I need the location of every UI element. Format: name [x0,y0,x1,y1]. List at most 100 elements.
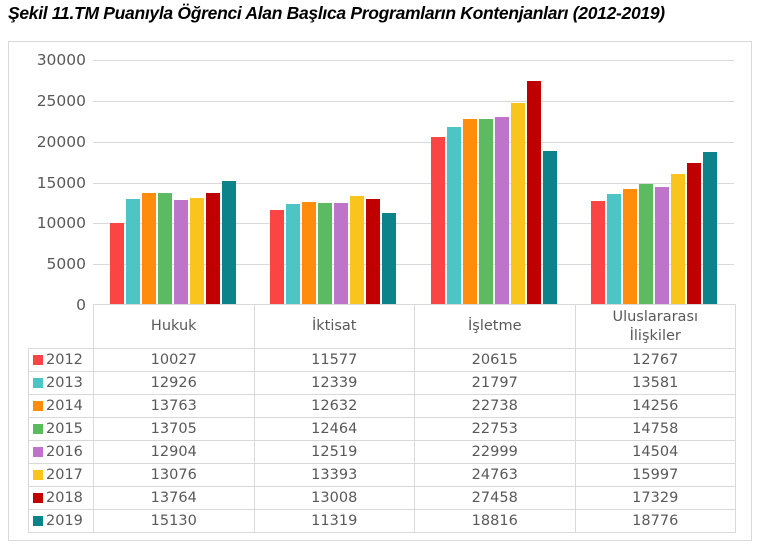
bar [222,181,236,305]
bar [511,103,525,305]
year-label: 2015 [46,421,83,437]
gridline [93,101,734,102]
year-label: 2019 [46,513,83,529]
bar [366,199,380,305]
year-cell: 2017 [28,463,94,487]
value-cell: 12464 [253,417,415,441]
bar [639,184,653,305]
legend-swatch [33,401,43,411]
column-header: İktisat [253,304,415,349]
data-table: Hukuk İktisat İşletme Uluslararası İlişkile… [28,304,736,533]
value-cell: 21797 [414,371,576,395]
year-label: 2014 [46,398,83,414]
year-cell: 2019 [28,509,94,533]
column-header: Hukuk [93,304,255,349]
gridline [93,183,734,184]
legend-swatch [33,355,43,365]
bar [447,127,461,305]
y-axis-label: 25000 [36,92,86,110]
bar [110,223,124,305]
value-cell: 12632 [253,394,415,418]
value-cell: 13764 [93,486,255,510]
year-label: 2018 [46,490,83,506]
gridline [93,60,734,61]
value-cell: 12519 [253,440,415,464]
plot-area [93,60,734,305]
year-label: 2012 [46,352,83,368]
value-cell: 13076 [93,463,255,487]
table-row: 2014 13763 12632 22738 14256 [28,394,736,418]
value-cell: 24763 [414,463,576,487]
bar [318,203,332,305]
bar [655,187,669,305]
legend-swatch [33,424,43,434]
bar [190,198,204,305]
bar [382,213,396,305]
value-cell: 17329 [574,486,736,510]
value-cell: 22999 [414,440,576,464]
column-header: Uluslararası İlişkiler [574,304,736,349]
y-axis-label: 5000 [46,255,86,273]
y-axis-label: 10000 [36,214,86,232]
year-cell: 2015 [28,417,94,441]
legend-swatch [33,378,43,388]
value-cell: 13581 [574,371,736,395]
table-row: 2013 12926 12339 21797 13581 [28,371,736,395]
value-cell: 12926 [93,371,255,395]
bar [174,200,188,305]
gridline [93,223,734,224]
gridline [93,264,734,265]
bar [270,210,284,305]
y-axis-label: 20000 [36,133,86,151]
bar [607,194,621,305]
bar [543,151,557,305]
bar [495,117,509,305]
bar [479,119,493,305]
value-cell: 15130 [93,509,255,533]
value-cell: 15997 [574,463,736,487]
bar [126,199,140,305]
year-cell: 2012 [28,348,94,372]
bar [703,152,717,305]
value-cell: 13393 [253,463,415,487]
value-cell: 13008 [253,486,415,510]
bar [671,174,685,305]
value-cell: 11319 [253,509,415,533]
bar [158,193,172,305]
value-cell: 12339 [253,371,415,395]
year-label: 2013 [46,375,83,391]
bar [334,203,348,305]
table-row: 2012 10027 11577 20615 12767 [28,348,736,372]
value-cell: 14256 [574,394,736,418]
bar [527,81,541,305]
y-axis-label: 30000 [36,51,86,69]
bar [206,193,220,305]
figure-frame: 0 5000 10000 15000 20000 25000 30000 Hukuk İkti… [8,41,752,541]
value-cell: 11577 [253,348,415,372]
table-row: 2018 13764 13008 27458 17329 [28,486,736,510]
year-cell: 2013 [28,371,94,395]
bar [623,189,637,305]
value-cell: 10027 [93,348,255,372]
year-cell: 2014 [28,394,94,418]
value-cell: 13763 [93,394,255,418]
value-cell: 12767 [574,348,736,372]
table-row: 2015 13705 12464 22753 14758 [28,417,736,441]
value-cell: 14758 [574,417,736,441]
legend-swatch [33,493,43,503]
value-cell: 18816 [414,509,576,533]
table-corner-cell [29,305,94,349]
table-row: 2019 15130 11319 18816 18776 [28,509,736,533]
bar [142,193,156,305]
year-label: 2016 [46,444,83,460]
bar [286,204,300,305]
legend-swatch [33,447,43,457]
value-cell: 20615 [414,348,576,372]
value-cell: 18776 [574,509,736,533]
chart-title: Şekil 11.TM Puanıyla Öğrenci Alan Başlıc… [8,3,665,23]
bar [302,202,316,305]
legend-swatch [33,516,43,526]
legend-swatch [33,470,43,480]
bar [463,119,477,305]
bar [591,201,605,305]
